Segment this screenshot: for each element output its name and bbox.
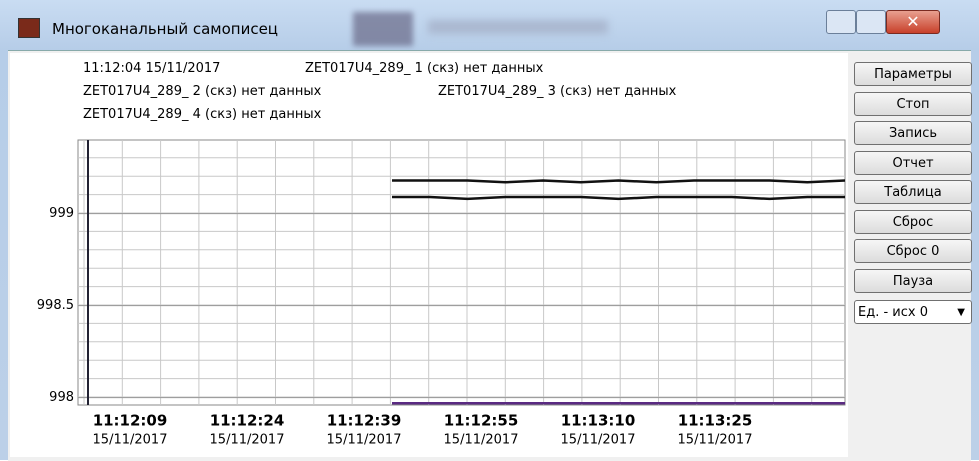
title-bar: Многоканальный самописец ✕ <box>8 8 968 48</box>
button[interactable]: Параметры <box>854 62 972 86</box>
button[interactable]: Таблица <box>854 180 972 204</box>
series-line <box>392 195 845 201</box>
channel-status: ZET017U4_289_ 4 (скз) нет данных <box>83 107 322 122</box>
plot-background <box>77 139 846 406</box>
series-line <box>392 179 846 184</box>
blurred-tab <box>353 12 413 46</box>
x-tick-date: 15/11/2017 <box>561 433 636 448</box>
y-tick-label: 998.5 <box>37 298 74 313</box>
x-tick-date: 15/11/2017 <box>444 433 519 448</box>
button[interactable]: Пауза <box>854 268 972 293</box>
window-title: Многоканальный самописец <box>52 20 279 38</box>
blurred-text <box>428 20 608 34</box>
x-tick-time: 11:12:24 <box>210 412 285 430</box>
x-tick-date: 15/11/2017 <box>678 433 753 448</box>
app-icon <box>18 18 40 38</box>
dropdown[interactable]: Ед. - исх 0 ▼ <box>854 300 972 324</box>
x-tick-date: 15/11/2017 <box>210 433 285 448</box>
close-button[interactable]: ✕ <box>886 10 940 34</box>
button[interactable]: Стоп <box>854 91 972 116</box>
button[interactable]: Запись <box>854 121 972 145</box>
timestamp: 11:12:04 15/11/2017 <box>83 61 221 76</box>
maximize-button[interactable] <box>856 10 886 34</box>
x-tick-time: 11:12:39 <box>327 412 402 430</box>
button[interactable]: Отчет <box>854 150 972 175</box>
x-tick-date: 15/11/2017 <box>327 433 402 448</box>
button[interactable]: Сброс <box>854 209 972 234</box>
y-tick-label: 999 <box>49 206 74 221</box>
x-tick-time: 11:13:25 <box>678 412 753 430</box>
x-tick-time: 11:12:09 <box>93 412 168 430</box>
dropdown-value: Ед. - исх 0 <box>858 305 928 320</box>
channel-status: ZET017U4_289_ 2 (скз) нет данных <box>83 84 322 99</box>
minimize-button[interactable] <box>826 10 856 34</box>
dropdown-arrow: ▼ <box>957 307 965 318</box>
channel-status: ZET017U4_289_ 3 (скз) нет данных <box>438 84 677 99</box>
button[interactable]: Сброс 0 <box>854 239 972 263</box>
y-tick-label: 998 <box>49 390 74 405</box>
x-tick-time: 11:13:10 <box>561 412 636 430</box>
channel-status: ZET017U4_289_ 1 (скз) нет данных <box>305 61 544 76</box>
x-tick-date: 15/11/2017 <box>93 433 168 448</box>
x-tick-time: 11:12:55 <box>444 412 519 430</box>
